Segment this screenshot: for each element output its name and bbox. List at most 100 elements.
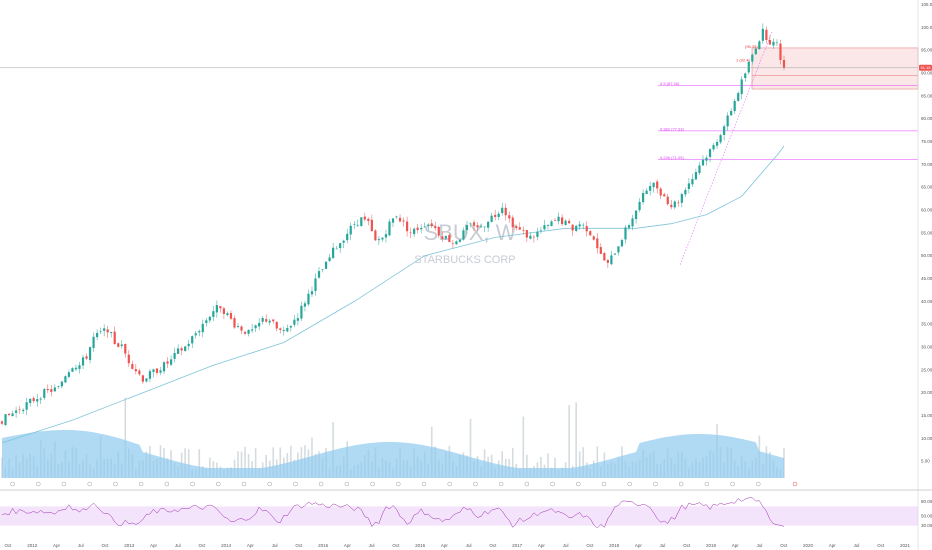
dividend-marker [36, 481, 41, 487]
time-tick-label: Oct [877, 543, 885, 548]
candle-body [550, 221, 553, 226]
volume-bar [209, 457, 211, 478]
candle-body [631, 218, 634, 227]
candle-body [564, 220, 567, 225]
time-tick-label: Jul [466, 543, 472, 548]
price-tick-label: 45.00 [921, 276, 932, 281]
candle-body [293, 319, 296, 325]
candle-body [511, 217, 514, 228]
dividend-marker [524, 481, 530, 487]
candle-body [458, 239, 462, 242]
candle-body [212, 311, 215, 317]
candle-body [173, 353, 176, 359]
candle-body [462, 230, 465, 240]
candle-body [444, 235, 447, 239]
price-tick-label: 80.00 [921, 116, 932, 121]
candle-body [360, 217, 363, 226]
candle-body [303, 303, 307, 307]
candle-body [448, 234, 451, 243]
candle-body [317, 271, 321, 278]
candles [0, 23, 786, 427]
candle-body [96, 332, 99, 338]
candle-body [310, 291, 314, 295]
candle-body [645, 190, 648, 195]
time-tick-label: 2012 [27, 543, 38, 548]
candle-body [32, 398, 35, 402]
time-tick-label: 2013 [124, 543, 135, 548]
candle-body [543, 225, 546, 230]
candle-body [673, 201, 676, 208]
candle-body [279, 328, 282, 330]
candle-body [747, 61, 750, 73]
candle-body [582, 224, 585, 226]
candle-body [529, 235, 532, 239]
candle-body [120, 344, 123, 346]
time-tick-label: Apr [150, 543, 158, 548]
candle-body [88, 347, 92, 360]
candle-body [479, 226, 483, 228]
price-tick-label: 10.00 [921, 436, 932, 441]
candle-body [36, 399, 39, 402]
candle-body [92, 336, 95, 348]
price-tick-label: 75.00 [921, 139, 932, 144]
volume-bars [1, 397, 785, 478]
candle-body [346, 233, 349, 241]
candle-body [416, 227, 419, 231]
candle-body [603, 253, 606, 261]
candle-body [726, 115, 729, 127]
volume-bar [582, 447, 585, 478]
candle-body [99, 331, 102, 333]
time-tick-label: Jul [78, 543, 84, 548]
candle-body [152, 369, 155, 372]
time-tick-label: Oct [101, 543, 109, 548]
time-tick-label: Oct [683, 543, 691, 548]
candle-body [504, 207, 507, 216]
time-tick-label: Oct [392, 543, 400, 548]
candle-body [50, 389, 53, 392]
candle-body [476, 225, 479, 228]
candle-body [613, 253, 617, 255]
time-tick-label: 2014 [221, 543, 232, 548]
time-tick-label: 2016 [415, 543, 426, 548]
candle-body [398, 217, 402, 222]
candle-body [772, 41, 775, 46]
candle-body [110, 332, 113, 334]
candle-body [568, 220, 571, 224]
fib-label: 0.236 (71.05) [660, 155, 684, 160]
dividend-marker [370, 481, 375, 487]
candle-body [768, 39, 772, 45]
candle-body [708, 149, 712, 157]
candle-body [677, 202, 680, 204]
candle-body [691, 179, 694, 185]
rsi-line [1, 497, 785, 529]
time-tick-label: 2017 [512, 543, 523, 548]
candle-body [145, 378, 148, 382]
candle-body [723, 126, 726, 135]
price-tick-label: 20.00 [921, 390, 932, 395]
candle-body [751, 54, 754, 62]
candle-body [328, 257, 331, 261]
time-tick-label: Apr [344, 543, 352, 548]
candle-body [46, 388, 49, 391]
time-tick-label: Oct [489, 543, 497, 548]
candle-body [191, 336, 194, 344]
price-tick-label: 15.00 [921, 413, 932, 418]
dividend-marker [216, 481, 221, 487]
candle-body [525, 230, 528, 238]
candle-body [18, 409, 21, 411]
dividend-marker [138, 481, 144, 487]
candle-body [592, 236, 595, 240]
candle-body [342, 240, 345, 243]
time-tick-label: Jul [563, 543, 569, 548]
candle-body [775, 42, 779, 44]
candle-body [663, 194, 666, 197]
time-tick-label: 2021 [900, 543, 911, 548]
candle-body [194, 333, 197, 336]
candle-body [508, 215, 511, 219]
dividend-marker [447, 481, 452, 487]
candle-body [215, 305, 218, 313]
candle-body [332, 247, 335, 259]
price-tick-label: 95.00 [921, 48, 932, 53]
candle-body [268, 320, 271, 323]
candle-body [451, 243, 454, 244]
